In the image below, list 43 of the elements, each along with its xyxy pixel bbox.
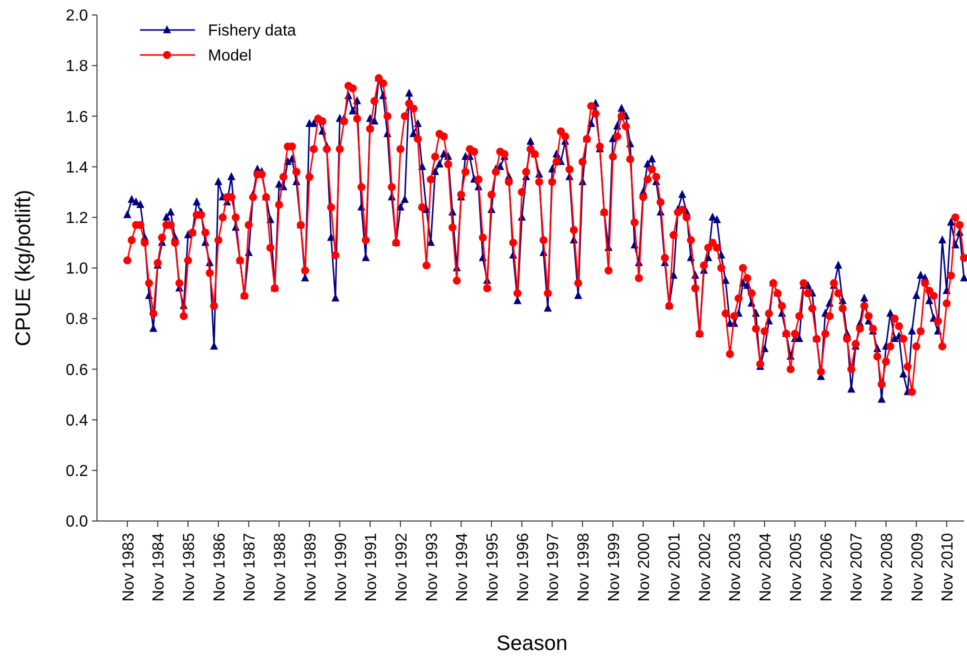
y-tick-label: 1.0 xyxy=(66,260,88,278)
y-tick-label: 2.0 xyxy=(66,8,88,25)
y-tick-label: 0.2 xyxy=(66,463,88,480)
x-tick-label: Nov 1987 xyxy=(242,532,259,602)
y-tick-label: 1.8 xyxy=(66,58,88,76)
y-tick-label: 0.0 xyxy=(66,514,88,531)
x-tick-label: Nov 1983 xyxy=(120,532,138,602)
x-tick-label: Nov 2008 xyxy=(878,532,896,602)
x-tick-label: Nov 1998 xyxy=(576,532,593,602)
y-tick-label: 0.6 xyxy=(66,362,88,379)
legend-label: Fishery data xyxy=(208,22,296,40)
x-tick-label: Nov 2001 xyxy=(666,532,684,602)
x-tick-label: Nov 1990 xyxy=(332,532,350,602)
x-tick-label: Nov 1994 xyxy=(454,532,472,602)
y-tick-label: 1.4 xyxy=(66,159,88,176)
x-tick-label: Nov 1996 xyxy=(514,532,532,602)
legend-label: Model xyxy=(208,48,252,65)
y-tick-label: 0.8 xyxy=(66,311,88,328)
x-tick-label: Nov 1988 xyxy=(272,532,290,602)
x-tick-label: Nov 2010 xyxy=(940,532,957,602)
x-tick-label: Nov 1991 xyxy=(363,532,380,602)
x-tick-label: Nov 2002 xyxy=(696,532,714,602)
x-tick-label: Nov 2009 xyxy=(909,532,926,602)
x-tick-label: Nov 1999 xyxy=(606,532,623,602)
x-tick-label: Nov 1993 xyxy=(424,532,441,602)
x-axis-title: Season xyxy=(496,632,568,655)
x-tick-label: Nov 2007 xyxy=(848,532,866,602)
y-tick-label: 1.2 xyxy=(66,210,88,227)
x-tick-label: Nov 2004 xyxy=(758,532,775,602)
x-tick-label: Nov 1995 xyxy=(484,532,502,602)
x-tick-label: Nov 1997 xyxy=(545,532,562,602)
x-tick-label: Nov 1985 xyxy=(181,532,198,602)
y-axis-title: CPUE (kg/potlift) xyxy=(12,190,35,346)
x-tick-label: Nov 1989 xyxy=(302,532,320,602)
x-tick-label: Nov 2005 xyxy=(788,532,805,602)
y-tick-label: 1.6 xyxy=(66,108,88,126)
y-tick-label: 0.4 xyxy=(66,412,88,430)
x-tick-label: Nov 1984 xyxy=(150,532,168,602)
x-tick-label: Nov 2000 xyxy=(636,532,654,602)
x-tick-label: Nov 2003 xyxy=(727,532,744,602)
x-tick-label: Nov 2006 xyxy=(818,532,836,602)
x-tick-label: Nov 1992 xyxy=(393,532,410,602)
x-tick-label: Nov 1986 xyxy=(211,532,228,602)
